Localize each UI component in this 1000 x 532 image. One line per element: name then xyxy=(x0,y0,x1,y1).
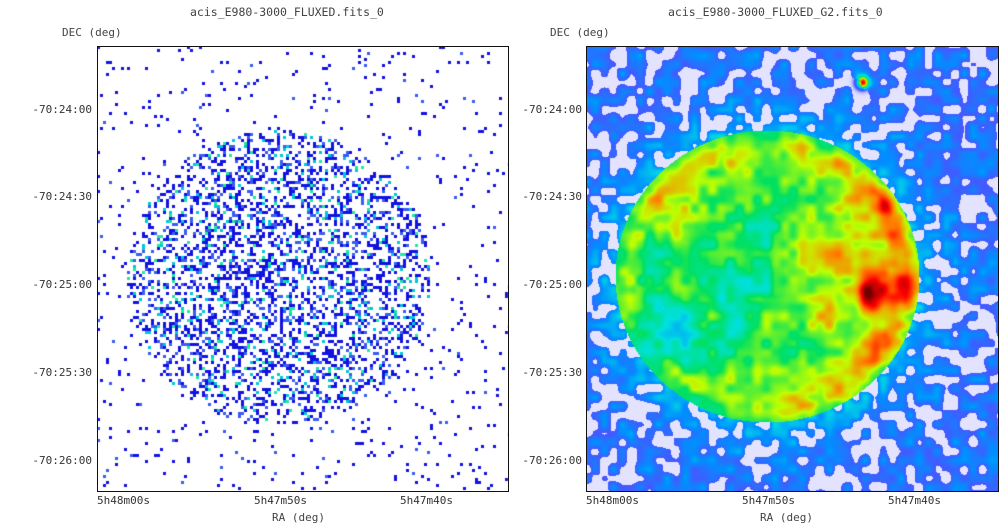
x-tick-label: 5h47m40s xyxy=(400,494,453,507)
y-tick-label: -70:24:00 xyxy=(32,103,92,116)
y-tick-label: -70:24:30 xyxy=(522,190,582,203)
y-tick-label: -70:25:30 xyxy=(522,366,582,379)
y-tick-label: -70:25:00 xyxy=(522,278,582,291)
y-tick-label: -70:25:00 xyxy=(32,278,92,291)
x-tick-label: 5h48m00s xyxy=(586,494,639,507)
y-tick-label: -70:24:30 xyxy=(32,190,92,203)
y-axis-label: DEC (deg) xyxy=(550,26,610,39)
x-tick-label: 5h47m50s xyxy=(254,494,307,507)
panel-left: acis_E980-3000_FLUXED.fits_0 DEC (deg) -… xyxy=(32,5,509,524)
y-tick-label: -70:24:00 xyxy=(522,103,582,116)
y-tick-label: -70:26:00 xyxy=(522,454,582,467)
x-tick-label: 5h47m50s xyxy=(742,494,795,507)
x-axis-label: RA (deg) xyxy=(760,511,813,524)
image-plot-smoothed[interactable] xyxy=(586,46,999,492)
x-tick-label: 5h48m00s xyxy=(97,494,150,507)
y-tick-label: -70:26:00 xyxy=(32,454,92,467)
chart-title: acis_E980-3000_FLUXED_G2.fits_0 xyxy=(668,5,883,19)
y-tick-label: -70:25:30 xyxy=(32,366,92,379)
panel-right: acis_E980-3000_FLUXED_G2.fits_0 DEC (deg… xyxy=(500,0,1000,532)
image-plot-fluxed[interactable] xyxy=(97,46,509,492)
chart-title: acis_E980-3000_FLUXED.fits_0 xyxy=(190,5,384,19)
y-axis-label: DEC (deg) xyxy=(62,26,122,39)
x-tick-label: 5h47m40s xyxy=(888,494,941,507)
x-axis-label: RA (deg) xyxy=(272,511,325,524)
